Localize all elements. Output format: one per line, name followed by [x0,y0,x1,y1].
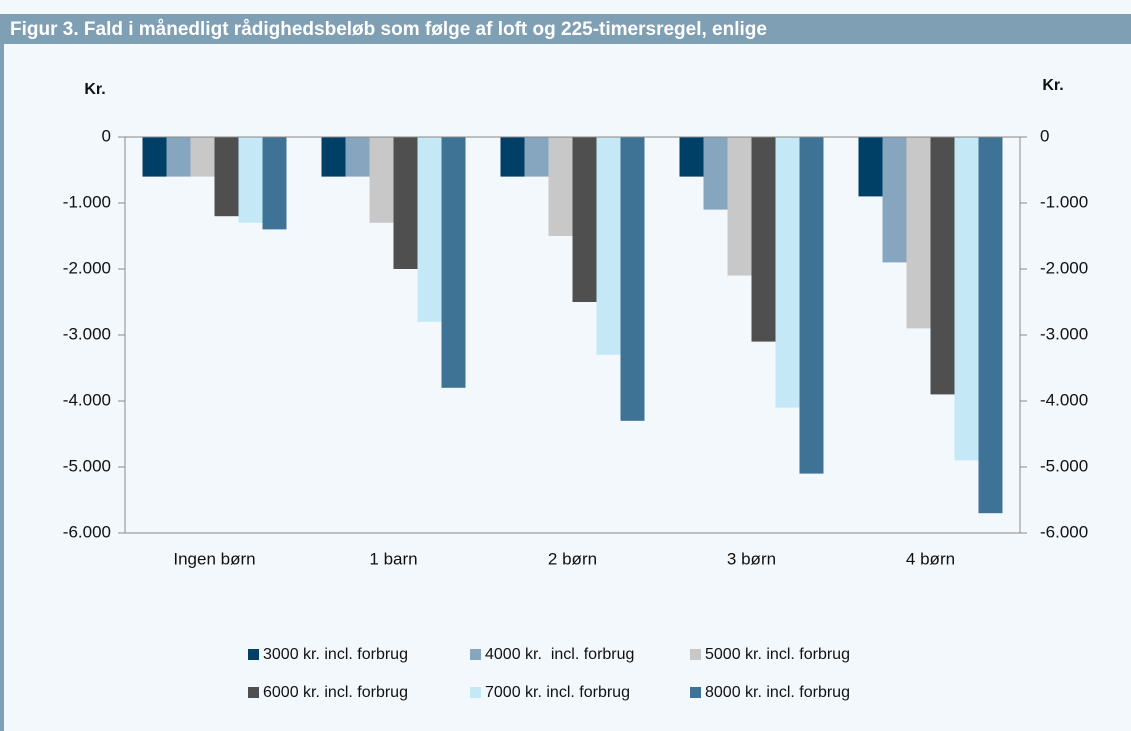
bar [703,137,728,210]
bar [166,137,191,177]
bar [345,137,370,177]
y-tick-label: -4.000 [63,390,111,409]
bar [238,137,263,223]
bar [882,137,907,263]
legend-label: 6000 kr. incl. forbrug [263,684,408,701]
y2-tick-label: -3.000 [1040,324,1088,343]
y2-tick-label: -6.000 [1040,522,1088,541]
bar [799,137,824,474]
bar [393,137,418,269]
bar [262,137,287,230]
title-bar [0,14,1131,44]
bar [369,137,394,223]
y-tick-label: -1.000 [63,192,111,211]
y2-tick-label: -5.000 [1040,456,1088,475]
bar [620,137,645,421]
legend-swatch [690,687,701,698]
bar [679,137,704,177]
bar [858,137,883,197]
legend-label: 8000 kr. incl. forbrug [705,684,850,701]
bar [572,137,597,302]
legend-label: 7000 kr. incl. forbrug [485,684,630,701]
x-tick-label: 3 børn [727,549,776,568]
bar [775,137,800,408]
bar [321,137,346,177]
bar [751,137,776,342]
bar [548,137,573,236]
bar [524,137,549,177]
left-border [0,44,4,731]
legend-label: 3000 kr. incl. forbrug [263,646,408,663]
x-tick-label: 2 børn [548,549,597,568]
bar [596,137,621,355]
x-tick-label: 4 børn [906,549,955,568]
legend-swatch [690,649,701,660]
legend-label: 5000 kr. incl. forbrug [705,646,850,663]
legend-swatch [248,649,259,660]
y-axis-label: Kr. [84,81,105,98]
y2-tick-label: 0 [1040,126,1049,145]
legend-swatch [248,687,259,698]
legend-label: 4000 kr. incl. forbrug [485,646,634,663]
bar [190,137,215,177]
bar [727,137,752,276]
y2-tick-label: -4.000 [1040,390,1088,409]
y-tick-label: -6.000 [63,522,111,541]
y-tick-label: 0 [102,126,111,145]
bar [978,137,1003,514]
chart-title: Figur 3. Fald i månedligt rådighedsbeløb… [10,19,767,40]
legend-swatch [470,649,481,660]
y2-tick-label: -2.000 [1040,258,1088,277]
bar [906,137,931,329]
x-tick-label: Ingen børn [173,549,255,568]
bar [441,137,466,388]
bar [500,137,525,177]
x-tick-label: 1 barn [369,549,417,568]
y-tick-label: -2.000 [63,258,111,277]
bar [930,137,955,395]
y-tick-label: -5.000 [63,456,111,475]
legend-swatch [470,687,481,698]
y2-axis-label: Kr. [1042,77,1063,94]
y2-tick-label: -1.000 [1040,192,1088,211]
bar [954,137,979,461]
bar [142,137,167,177]
y-tick-label: -3.000 [63,324,111,343]
bar [214,137,239,217]
bar [417,137,442,322]
